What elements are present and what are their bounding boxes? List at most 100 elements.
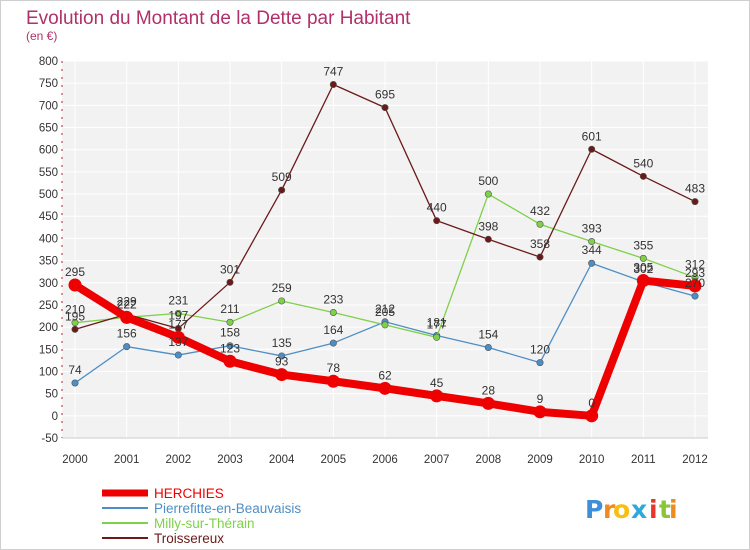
- data-label: 302: [633, 262, 653, 276]
- y-tick-label: 650: [39, 123, 58, 135]
- data-point: [585, 409, 599, 423]
- data-label: 222: [117, 297, 137, 311]
- data-label: 211: [220, 302, 239, 316]
- data-point: [533, 405, 547, 419]
- data-label: 301: [220, 262, 240, 276]
- data-label: 440: [427, 201, 447, 215]
- data-label: 197: [168, 308, 188, 322]
- data-point: [278, 297, 286, 305]
- data-point: [636, 274, 650, 288]
- data-point: [278, 352, 286, 360]
- brand-letter: t: [659, 495, 671, 524]
- data-point: [691, 292, 699, 300]
- y-tick-label: 300: [39, 278, 58, 290]
- data-point: [278, 186, 286, 194]
- y-tick-label: 250: [39, 300, 58, 312]
- data-label: 123: [220, 341, 240, 355]
- data-point: [536, 359, 544, 367]
- x-tick-label: 2002: [166, 454, 192, 466]
- data-label: 509: [272, 170, 292, 184]
- data-label: 181: [427, 316, 447, 330]
- data-point: [588, 145, 596, 153]
- x-tick-label: 2003: [217, 454, 243, 466]
- data-label: 177: [427, 317, 447, 331]
- data-label: 74: [68, 363, 82, 377]
- data-point: [226, 278, 234, 286]
- data-label: 177: [168, 317, 188, 331]
- data-point: [433, 333, 441, 341]
- data-label: 231: [168, 293, 188, 307]
- x-tick-label: 2008: [476, 454, 502, 466]
- data-point: [329, 81, 337, 89]
- legend-label: HERCHIES: [154, 486, 224, 501]
- y-tick-label: 500: [39, 189, 58, 201]
- x-tick-label: 2011: [631, 454, 656, 466]
- y-tick-label: 350: [39, 256, 58, 268]
- y-tick-label: 50: [45, 389, 58, 401]
- data-label: 293: [685, 266, 705, 280]
- data-label: 62: [378, 368, 392, 382]
- brand-letter: x: [631, 495, 647, 524]
- data-label: 432: [530, 204, 550, 218]
- data-label: 156: [117, 327, 137, 341]
- data-label: 747: [323, 65, 343, 79]
- x-tick-label: 2000: [62, 454, 88, 466]
- x-tick-label: 2012: [682, 454, 708, 466]
- data-point: [536, 253, 544, 261]
- data-point: [174, 351, 182, 359]
- y-tick-label: 100: [39, 366, 58, 378]
- y-tick-label: 550: [39, 167, 58, 179]
- data-point: [275, 368, 289, 382]
- legend-label: Troissereux: [154, 531, 224, 546]
- data-point: [433, 217, 441, 225]
- legend: HERCHIESPierrefitte-en-BeauvaisisMilly-s…: [102, 486, 301, 546]
- y-tick-label: 700: [39, 100, 58, 112]
- chart-subtitle: (en €): [26, 29, 57, 43]
- data-point: [691, 198, 699, 206]
- data-label: 358: [530, 237, 550, 251]
- data-label: 355: [633, 238, 653, 252]
- data-label: 205: [375, 305, 395, 319]
- data-point: [536, 220, 544, 228]
- data-point: [71, 325, 79, 333]
- data-label: 540: [633, 156, 653, 170]
- data-label: 0: [588, 396, 595, 410]
- data-label: 212: [375, 302, 395, 316]
- data-point: [123, 343, 131, 351]
- data-point: [174, 309, 182, 317]
- data-label: 601: [582, 129, 602, 143]
- data-label: 135: [272, 336, 292, 350]
- data-label: 398: [478, 219, 498, 233]
- data-label: 229: [117, 294, 137, 308]
- data-label: 295: [65, 265, 85, 279]
- data-point: [588, 259, 596, 267]
- data-point: [481, 396, 495, 410]
- data-label: 259: [272, 281, 292, 295]
- data-point: [639, 172, 647, 180]
- x-tick-label: 2001: [114, 454, 140, 466]
- brand-letter: i: [669, 495, 678, 524]
- data-label: 305: [633, 261, 653, 275]
- legend-label: Milly-sur-Thérain: [154, 516, 255, 531]
- data-label: 78: [327, 361, 341, 375]
- brand-letter: o: [613, 495, 630, 524]
- data-label: 312: [685, 257, 705, 271]
- data-point: [223, 354, 237, 368]
- data-label: 45: [430, 376, 444, 390]
- data-point: [588, 238, 596, 246]
- data-label: 137: [168, 335, 188, 349]
- x-tick-label: 2006: [372, 454, 398, 466]
- y-tick-label: 150: [39, 344, 58, 356]
- data-point: [171, 330, 185, 344]
- brand-letter: i: [649, 495, 658, 524]
- data-label: 164: [323, 323, 343, 337]
- data-point: [484, 190, 492, 198]
- data-point: [639, 254, 647, 262]
- data-point: [329, 308, 337, 316]
- data-label: 120: [530, 343, 550, 357]
- data-point: [381, 104, 389, 112]
- data-label: 154: [478, 328, 498, 342]
- y-tick-label: -50: [41, 433, 58, 445]
- y-tick-label: 200: [39, 322, 58, 334]
